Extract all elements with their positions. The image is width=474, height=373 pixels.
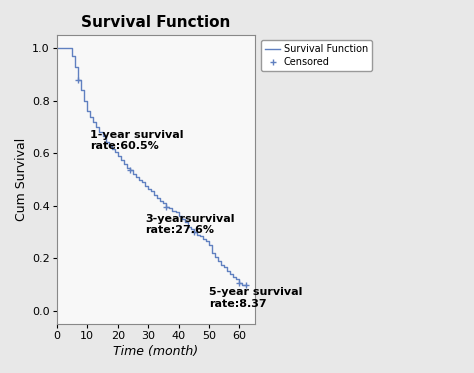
Y-axis label: Cum Survival: Cum Survival (15, 138, 28, 221)
Text: 3-yearsurvival
rate:27.6%: 3-yearsurvival rate:27.6% (145, 214, 235, 235)
Title: Survival Function: Survival Function (81, 15, 230, 30)
Text: 1-year survival
rate:60.5%: 1-year survival rate:60.5% (91, 130, 184, 151)
Legend: Survival Function, Censored: Survival Function, Censored (262, 40, 372, 71)
X-axis label: Time (month): Time (month) (113, 345, 198, 358)
Text: 5-year survival
rate:8.37: 5-year survival rate:8.37 (209, 287, 302, 309)
